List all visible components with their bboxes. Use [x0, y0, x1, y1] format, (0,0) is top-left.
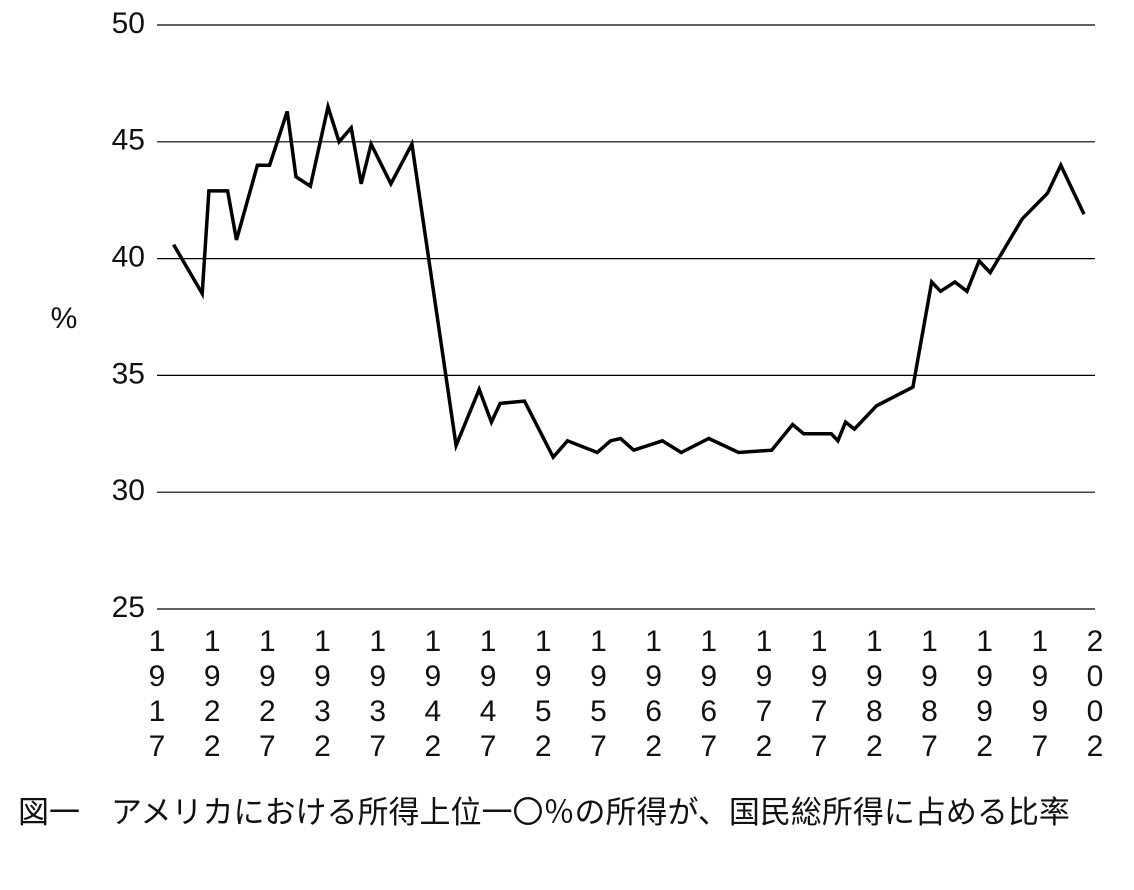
x-tick-label: 1977 — [810, 625, 828, 763]
x-tick-label: 2002 — [1086, 625, 1104, 763]
x-tick-label: 1982 — [865, 625, 883, 763]
x-tick-label: 1957 — [590, 625, 607, 763]
x-tick-label: 1967 — [700, 625, 718, 763]
y-tick-label: 30 — [112, 474, 145, 507]
y-tick-label: 50 — [112, 7, 145, 40]
x-tick-label: 1932 — [314, 625, 331, 763]
y-tick-label: 45 — [112, 124, 145, 157]
x-tick-label: 1917 — [148, 625, 166, 763]
x-tick-label: 1992 — [976, 625, 993, 763]
y-tick-label: 40 — [112, 241, 145, 274]
x-tick-label: 1942 — [424, 625, 442, 763]
x-tick-label: 1947 — [479, 625, 497, 763]
y-tick-label: 35 — [112, 357, 145, 390]
y-axis-label: % — [51, 302, 78, 335]
x-tick-label: 1927 — [259, 625, 276, 763]
y-tick-label: 25 — [112, 591, 145, 624]
caption: 図一 アメリカにおける所得上位一〇％の所得が、国民総所得に占める比率 — [18, 795, 1070, 830]
x-tick-label: 1972 — [755, 625, 773, 763]
x-tick-label: 1922 — [203, 625, 221, 763]
x-tick-label: 1987 — [921, 625, 938, 763]
x-tick-label: 1962 — [645, 625, 662, 763]
data-line — [172, 100, 1086, 461]
x-tick-label: 1937 — [369, 625, 387, 763]
x-tick-label: 1997 — [1031, 625, 1049, 763]
x-tick-label: 1952 — [534, 625, 552, 763]
